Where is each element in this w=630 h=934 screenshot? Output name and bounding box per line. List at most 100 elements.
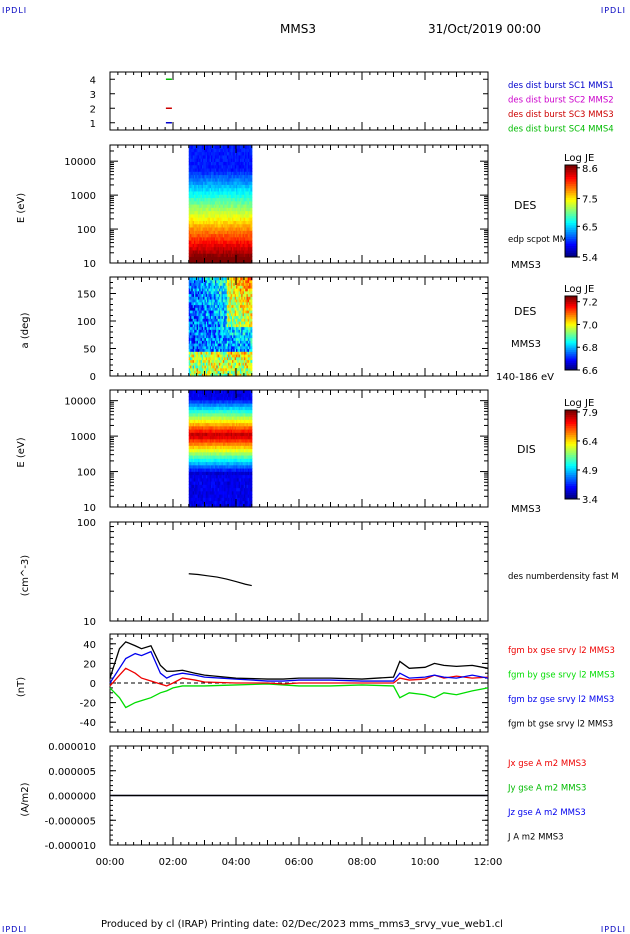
des-pitch-cell	[232, 337, 234, 341]
des-energy-cell	[233, 187, 236, 192]
des-energy-cell	[208, 164, 211, 169]
dis-energy-cell	[207, 393, 210, 398]
des-energy-cell	[221, 236, 224, 241]
des-energy-cell	[242, 184, 245, 189]
colorbar-cell	[565, 227, 577, 230]
des-energy-cell	[213, 154, 216, 159]
des-energy-cell	[218, 154, 221, 159]
des-pitch-cell	[213, 362, 216, 366]
des-energy-cell	[249, 148, 252, 153]
des-energy-cell	[216, 236, 219, 241]
des-pitch-cell	[246, 329, 249, 333]
des-pitch-cell	[208, 354, 211, 358]
des-energy-cell	[217, 167, 220, 172]
des-pitch-cell	[222, 315, 225, 319]
des-energy-cell	[203, 200, 206, 205]
des-energy-cell	[249, 158, 252, 162]
des-pitch-cell	[221, 326, 224, 330]
colorbar-cell	[565, 165, 577, 168]
dis-energy-cell	[192, 448, 195, 453]
des-pitch-cell	[218, 332, 221, 336]
des-pitch-cell	[228, 296, 231, 300]
des-pitch-cell	[225, 326, 228, 330]
des-energy-cell	[247, 177, 250, 182]
des-energy-cell	[192, 167, 195, 172]
des-pitch-cell	[195, 370, 198, 374]
des-pitch-cell	[212, 356, 215, 361]
des-pitch-cell	[192, 373, 195, 377]
des-pitch-cell	[245, 370, 248, 374]
dis-energy-cell	[188, 422, 191, 427]
des-energy-cell	[245, 200, 248, 205]
des-energy-cell	[224, 154, 227, 159]
dis-energy-cell	[196, 406, 199, 411]
dis-energy-cell	[196, 461, 199, 466]
des-pitch-cell	[215, 301, 217, 306]
des-energy-cell	[199, 181, 202, 185]
dis-energy-cell	[222, 490, 225, 495]
des-pitch-cell	[221, 345, 224, 350]
des-energy-cell	[208, 184, 211, 189]
des-pitch-cell	[236, 318, 238, 322]
des-pitch-cell	[232, 365, 234, 369]
dis-energy-cell	[196, 396, 199, 401]
dis-energy-cell	[209, 396, 212, 401]
des-pitch-cell	[201, 299, 204, 303]
des-pitch-cell	[237, 373, 240, 377]
des-energy-cell	[188, 181, 191, 185]
des-energy-cell	[203, 226, 206, 231]
des-pitch-cell	[207, 326, 210, 330]
des-pitch-cell	[246, 288, 249, 292]
des-energy-cell	[195, 154, 198, 159]
des-pitch-cell	[242, 348, 245, 352]
dis-energy-cell	[196, 393, 199, 398]
dis-energy-cell	[192, 406, 195, 411]
des-energy-cell	[250, 243, 253, 248]
des-pitch-cell	[230, 359, 233, 363]
dis-energy-cell	[192, 500, 195, 505]
colorbar-cell	[565, 308, 577, 312]
des-pitch-cell	[218, 301, 221, 306]
dis-energy-cell	[220, 429, 223, 433]
des-pitch-cell	[204, 301, 207, 306]
des-pitch-cell	[239, 307, 242, 311]
des-energy-cell	[234, 197, 237, 202]
dis-energy-cell	[211, 477, 213, 482]
des-pitch-cell	[195, 359, 198, 363]
dis-energy-cell	[200, 425, 203, 430]
dis-energy-cell	[209, 455, 212, 459]
des-pitch-cell	[209, 370, 212, 374]
des-pitch-cell	[237, 370, 240, 374]
des-pitch-cell	[232, 321, 234, 325]
des-energy-cell	[239, 184, 242, 189]
des-pitch-cell	[199, 279, 202, 284]
dis-energy-cell	[205, 403, 208, 407]
des-pitch-cell	[208, 367, 211, 372]
dis-energy-cell	[196, 477, 199, 482]
des-energy-cell	[226, 256, 229, 261]
dis-energy-cell	[196, 425, 199, 430]
colorbar-cell	[565, 234, 577, 237]
des-energy-cell	[213, 158, 216, 162]
des-energy-cell	[208, 226, 211, 231]
des-pitch-cell	[190, 307, 192, 311]
des-energy-cell	[233, 210, 236, 215]
des-pitch-cell	[236, 332, 238, 336]
des-pitch-cell	[232, 348, 234, 352]
dis-energy-cell	[217, 390, 220, 394]
des-energy-cell	[207, 217, 210, 221]
colorbar-cell	[565, 329, 577, 332]
dis-energy-cell	[205, 464, 208, 469]
des-pitch-cell	[211, 307, 213, 311]
des-pitch-cell	[192, 345, 195, 350]
des-pitch-cell	[242, 365, 245, 369]
des-energy-cell	[249, 223, 252, 228]
des-pitch-cell	[242, 293, 245, 297]
des-pitch-cell	[241, 282, 244, 286]
des-pitch-cell	[232, 345, 234, 350]
des-energy-cell	[196, 171, 199, 176]
des-energy-cell	[203, 151, 206, 156]
des-pitch-cell	[213, 296, 216, 300]
des-energy-cell	[196, 167, 199, 172]
dis-energy-cell	[194, 468, 196, 472]
